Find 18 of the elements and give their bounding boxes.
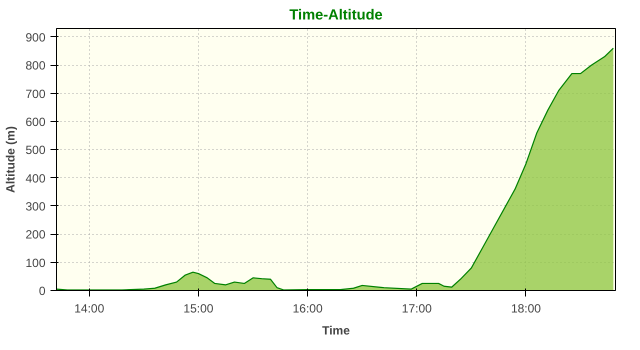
y-tick-label: 800 <box>25 58 46 73</box>
x-tick-label: 17:00 <box>402 302 432 316</box>
y-tick-label: 300 <box>25 199 46 214</box>
x-tick-label: 18:00 <box>510 302 542 316</box>
y-axis-title: Altitude (m) <box>3 126 18 193</box>
y-tick-label: 200 <box>25 228 46 242</box>
y-tick-label: 400 <box>25 171 46 186</box>
y-tick-label: 900 <box>25 30 46 44</box>
x-tick-label: 16:00 <box>292 302 323 316</box>
y-tick-label: 700 <box>25 86 46 101</box>
chart-title: Time-Altitude <box>289 8 383 24</box>
y-tick-label: 0 <box>38 284 46 298</box>
x-tick-label: 14:00 <box>74 302 105 316</box>
y-tick-label: 100 <box>25 256 46 270</box>
x-tick-label: 15:00 <box>183 302 214 316</box>
y-tick-label: 600 <box>25 114 46 129</box>
y-tick-label: 500 <box>25 143 46 158</box>
x-axis-title: Time <box>322 324 350 338</box>
